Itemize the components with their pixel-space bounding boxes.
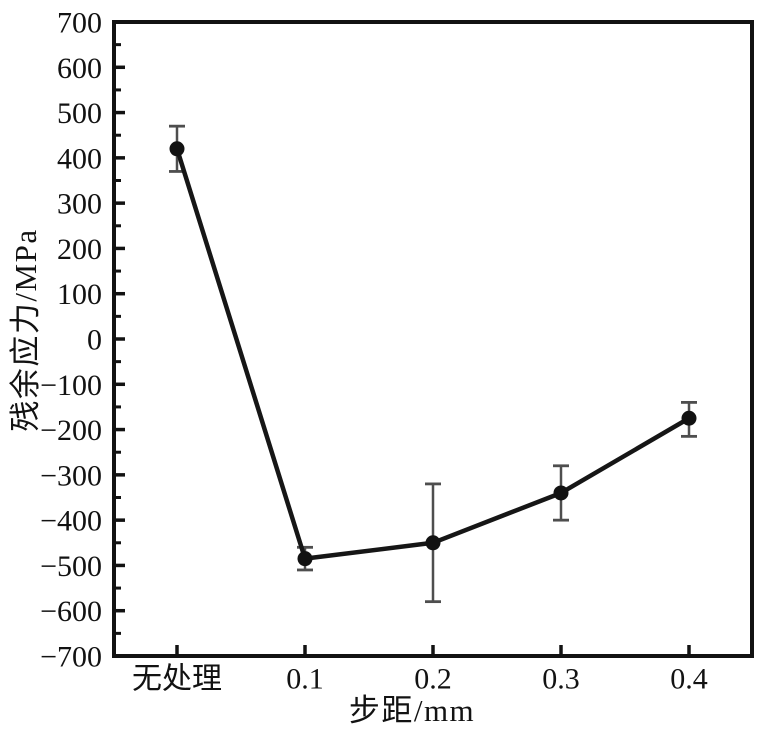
y-tick-label: −500 xyxy=(40,550,102,583)
x-tick-label: 0.3 xyxy=(542,663,580,696)
data-point-marker xyxy=(297,551,313,567)
y-tick-label: −100 xyxy=(40,369,102,402)
chart-generated-layer: −700 −600 −500 −400 −300 −200 −100 0 100 200 300 40… xyxy=(40,7,754,696)
data-point-marker xyxy=(425,535,441,551)
plot-border xyxy=(112,20,754,658)
y-tick-label: −300 xyxy=(40,459,102,492)
x-tick-label: 无处理 xyxy=(132,663,222,696)
y-tick-label: 200 xyxy=(57,233,102,266)
x-tick-label: 0.1 xyxy=(286,663,324,696)
y-tick-label: 700 xyxy=(57,7,102,40)
x-tick-label: 0.4 xyxy=(670,663,708,696)
y-tick-label: 600 xyxy=(57,52,102,85)
y-axis-title: 残余应力/MPa xyxy=(8,228,43,431)
x-axis-title: 步距/mm xyxy=(349,693,475,728)
y-tick-label: −200 xyxy=(40,414,102,447)
y-tick-label: 400 xyxy=(57,142,102,175)
y-tick-label: 0 xyxy=(87,324,102,357)
data-point-marker xyxy=(681,410,697,426)
data-point-marker xyxy=(169,141,185,157)
y-tick-label: 300 xyxy=(57,188,102,221)
x-tick-label: 0.2 xyxy=(414,663,452,696)
y-tick-label: −700 xyxy=(40,641,102,674)
y-tick-label: 100 xyxy=(57,278,102,311)
y-tick-label: −400 xyxy=(40,505,102,538)
y-tick-label: 500 xyxy=(57,97,102,130)
data-point-marker xyxy=(553,485,569,501)
y-tick-label: −600 xyxy=(40,595,102,628)
